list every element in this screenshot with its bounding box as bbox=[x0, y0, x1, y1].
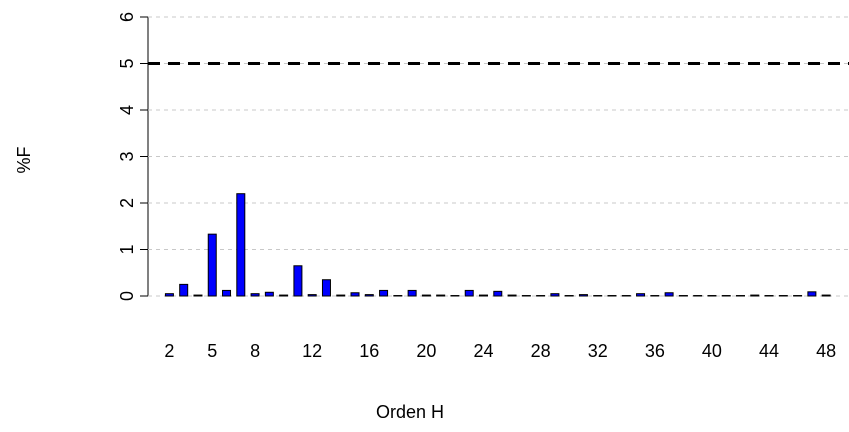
y-tick-label: 0 bbox=[117, 291, 137, 301]
bar bbox=[507, 294, 517, 297]
bar bbox=[421, 294, 431, 297]
y-tick-label: 5 bbox=[117, 58, 137, 68]
bar bbox=[379, 289, 389, 297]
bar bbox=[493, 290, 503, 297]
bar bbox=[193, 294, 203, 297]
bar bbox=[464, 289, 474, 297]
y-tick-label: 1 bbox=[117, 244, 137, 254]
bar bbox=[293, 265, 303, 297]
bar bbox=[207, 233, 217, 297]
bar bbox=[307, 294, 317, 297]
bar bbox=[479, 294, 489, 297]
y-tick-label: 3 bbox=[117, 151, 137, 161]
bar bbox=[164, 293, 174, 297]
y-tick-label: 6 bbox=[117, 12, 137, 22]
bar bbox=[321, 279, 331, 297]
x-tick-label: 2 bbox=[164, 341, 174, 361]
bar bbox=[222, 289, 232, 297]
bar bbox=[807, 291, 817, 297]
bar bbox=[364, 294, 374, 297]
bar bbox=[236, 193, 246, 297]
x-axis-label: Orden H bbox=[376, 402, 444, 422]
x-tick-label: 40 bbox=[702, 341, 722, 361]
bar bbox=[279, 294, 289, 297]
x-tick-label: 12 bbox=[302, 341, 322, 361]
bar bbox=[750, 294, 760, 297]
x-tick-label: 20 bbox=[416, 341, 436, 361]
x-tick-label: 8 bbox=[250, 341, 260, 361]
x-tick-label: 32 bbox=[588, 341, 608, 361]
y-axis-label: %F bbox=[14, 146, 34, 173]
bar bbox=[350, 292, 360, 297]
y-tick-label: 4 bbox=[117, 105, 137, 115]
y-tick-label: 2 bbox=[117, 198, 137, 208]
bar bbox=[264, 291, 274, 297]
x-tick-label: 5 bbox=[207, 341, 217, 361]
x-tick-label: 28 bbox=[531, 341, 551, 361]
x-tick-label: 24 bbox=[473, 341, 493, 361]
bar bbox=[436, 294, 446, 297]
bar bbox=[821, 294, 831, 297]
bar bbox=[179, 283, 189, 297]
bar bbox=[250, 293, 260, 297]
x-tick-label: 48 bbox=[816, 341, 836, 361]
bar bbox=[636, 293, 646, 297]
bar bbox=[578, 294, 588, 297]
x-tick-label: 16 bbox=[359, 341, 379, 361]
bar bbox=[664, 292, 674, 297]
bar bbox=[407, 289, 417, 297]
x-tick-label: 36 bbox=[645, 341, 665, 361]
bar bbox=[336, 294, 346, 297]
bar bbox=[550, 293, 560, 297]
x-tick-label: 44 bbox=[759, 341, 779, 361]
